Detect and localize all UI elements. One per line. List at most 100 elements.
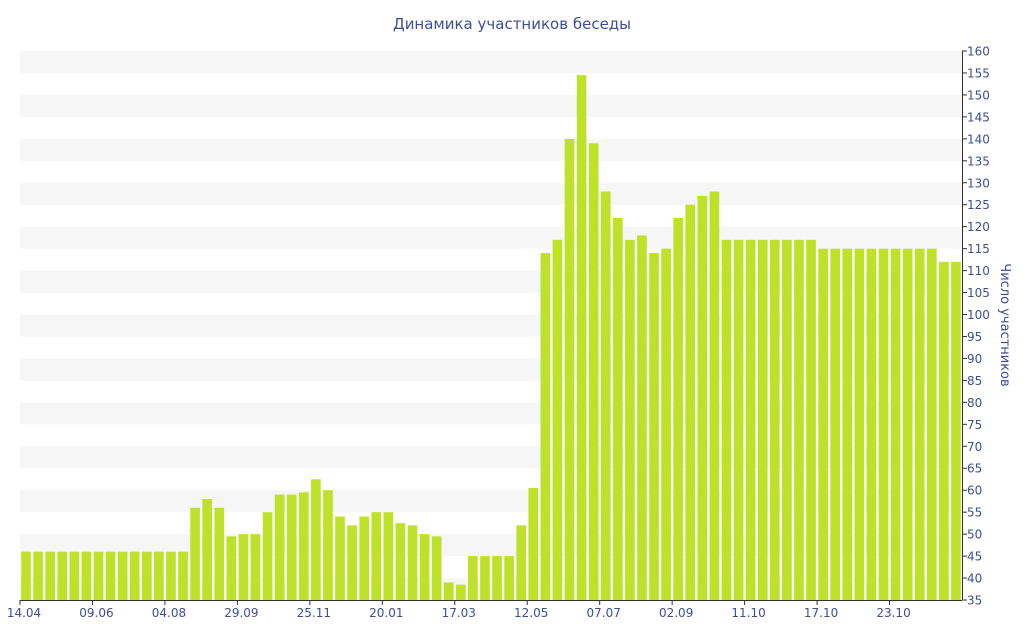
bar — [407, 525, 418, 600]
x-tick-label: 07.07 — [587, 606, 621, 620]
bar — [902, 248, 913, 600]
bar — [926, 248, 937, 600]
bar — [794, 239, 804, 601]
bar — [178, 551, 188, 600]
y-tick-label: 50 — [967, 528, 982, 542]
bar — [311, 479, 321, 600]
bar — [93, 551, 104, 600]
x-tick-label: 12.05 — [514, 606, 548, 620]
y-tick-label: 60 — [967, 484, 982, 498]
y-tick-label: 90 — [967, 352, 982, 366]
y-tick-label: 75 — [967, 418, 982, 432]
y-tick-label: 130 — [967, 176, 990, 190]
bar — [564, 138, 575, 600]
x-tick-label: 23.10 — [876, 606, 910, 620]
bar — [540, 253, 551, 600]
y-tick-label: 135 — [967, 154, 990, 168]
bar — [733, 239, 744, 601]
x-tick-label: 09.06 — [79, 606, 113, 620]
grid-band — [20, 94, 962, 117]
bar — [649, 253, 659, 600]
bar — [166, 551, 176, 600]
bar — [359, 516, 370, 600]
bar — [769, 239, 780, 601]
bar — [21, 551, 31, 600]
bar — [57, 551, 68, 600]
bar — [117, 551, 128, 600]
bar — [878, 248, 889, 600]
bar — [323, 490, 333, 600]
grid-band — [20, 138, 962, 161]
bar — [612, 217, 623, 600]
bar — [806, 239, 816, 601]
bar — [419, 534, 430, 600]
y-tick-label: 35 — [967, 594, 982, 608]
y-tick-label: 140 — [967, 132, 990, 146]
bar — [951, 261, 961, 600]
bar — [238, 534, 249, 600]
bar — [190, 507, 200, 600]
bar — [250, 534, 261, 600]
x-tick-label: 11.10 — [731, 606, 765, 620]
y-tick-label: 115 — [967, 242, 990, 256]
bar — [141, 551, 152, 600]
y-tick-label: 70 — [967, 440, 982, 454]
grid-band — [20, 182, 962, 205]
bar — [516, 525, 527, 600]
bar — [45, 551, 56, 600]
bar — [854, 248, 865, 600]
bar — [81, 551, 92, 600]
x-tick-label: 17.03 — [442, 606, 476, 620]
x-tick-label: 14.04 — [7, 606, 41, 620]
bar — [709, 191, 720, 601]
bar — [504, 556, 514, 600]
bar — [395, 523, 406, 600]
bar — [939, 261, 949, 600]
bar — [866, 248, 877, 600]
x-tick-label: 17.10 — [804, 606, 838, 620]
bar — [528, 488, 539, 600]
y-tick-label: 85 — [967, 374, 982, 388]
bar — [480, 556, 490, 600]
bar — [69, 551, 80, 600]
y-tick-label: 100 — [967, 308, 990, 322]
bar — [576, 75, 587, 600]
grid-band — [20, 51, 962, 73]
bar — [214, 507, 225, 600]
axes-group: 35 40 45 50 55 60 65 70 75 80 85 90 95 100 105 110 115 12… — [7, 45, 990, 621]
bar — [685, 204, 696, 600]
bar — [443, 582, 454, 600]
y-tick-label: 110 — [967, 264, 990, 278]
y-tick-label: 40 — [967, 572, 982, 586]
bar — [274, 494, 285, 600]
bar — [492, 556, 502, 600]
bar — [335, 516, 345, 600]
x-tick-label: 25.11 — [297, 606, 331, 620]
bar — [600, 191, 611, 601]
y-tick-label: 155 — [967, 66, 990, 80]
y-tick-label: 95 — [967, 330, 982, 344]
bar — [431, 536, 442, 600]
bar — [347, 525, 357, 600]
y-tick-label: 45 — [967, 550, 982, 564]
x-tick-label: 29.09 — [224, 606, 258, 620]
y-tick-label: 55 — [967, 506, 982, 520]
x-tick-label: 20.01 — [369, 606, 403, 620]
bar — [105, 551, 116, 600]
grid-band — [20, 226, 962, 249]
y-tick-label: 145 — [967, 110, 990, 124]
bar — [588, 143, 599, 601]
bar — [286, 494, 297, 600]
y-tick-label: 150 — [967, 88, 990, 102]
bar — [202, 498, 213, 600]
bar — [625, 239, 635, 601]
bar — [371, 512, 382, 600]
bar — [226, 536, 237, 600]
bar — [914, 248, 925, 600]
bar — [830, 248, 841, 600]
bar — [298, 492, 309, 600]
y-axis-label: Число участников — [997, 263, 1012, 386]
bar — [721, 239, 732, 601]
bar — [757, 239, 768, 601]
